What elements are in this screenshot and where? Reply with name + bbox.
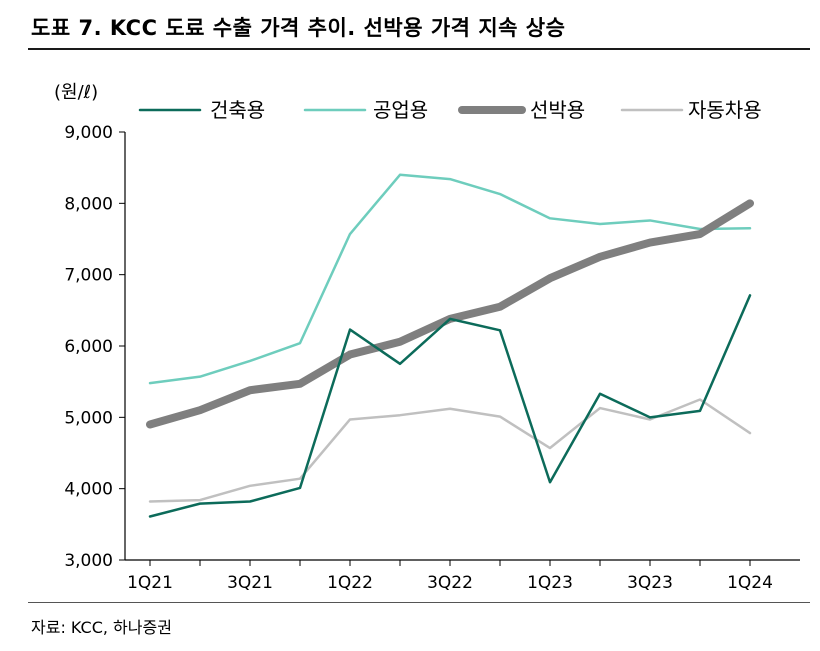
figure-title: 도표 7. KCC 도료 수출 가격 추이. 선박용 가격 지속 상승 — [31, 16, 566, 40]
x-tick-label: 1Q21 — [127, 573, 173, 593]
x-tick-label: 1Q22 — [327, 573, 373, 593]
x-tick-label: 3Q22 — [427, 573, 473, 593]
legend-label: 자동차용 — [688, 98, 762, 122]
source-note: 자료: KCC, 하나증권 — [31, 618, 172, 637]
y-tick-label: 9,000 — [64, 123, 113, 143]
title-divider — [28, 48, 810, 50]
legend-label: 선박용 — [530, 98, 585, 122]
series-line-2 — [148, 173, 752, 385]
series-line-3 — [146, 199, 754, 429]
x-tick-label: 3Q21 — [227, 573, 273, 593]
y-tick-label: 6,000 — [64, 337, 113, 357]
plot-area — [146, 173, 754, 518]
x-tick-label: 1Q24 — [727, 573, 773, 593]
legend-item: 자동차용 — [620, 98, 762, 122]
source-divider — [28, 602, 810, 603]
legend-item: 공업용 — [303, 98, 428, 122]
x-tick-label: 1Q23 — [527, 573, 573, 593]
y-tick-label: 8,000 — [64, 194, 113, 214]
y-tick-label: 5,000 — [64, 408, 113, 428]
axes: 3,000 4,000 5,000 6,000 7,000 8,000 9,000 1Q21 3… — [64, 123, 800, 593]
legend-item: 건축용 — [138, 98, 265, 122]
legend-label: 공업용 — [373, 98, 428, 122]
y-tick-label: 7,000 — [64, 266, 113, 286]
series-line-1 — [148, 294, 752, 518]
y-tick-label: 4,000 — [64, 480, 113, 500]
unit-label: (원/ℓ) — [54, 82, 98, 103]
legend: 건축용 공업용 선박용 자동차용 — [138, 98, 762, 122]
y-tick-label: 3,000 — [64, 551, 113, 571]
legend-item: 선박용 — [458, 98, 585, 122]
legend-label: 건축용 — [210, 98, 265, 122]
x-tick-label: 3Q23 — [627, 573, 673, 593]
